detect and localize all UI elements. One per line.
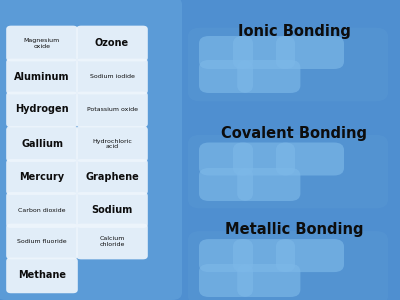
FancyBboxPatch shape [76,92,148,127]
FancyBboxPatch shape [237,60,300,93]
FancyBboxPatch shape [199,264,253,297]
Text: Ozone: Ozone [95,38,129,49]
FancyBboxPatch shape [233,239,295,272]
FancyBboxPatch shape [6,26,78,61]
FancyBboxPatch shape [199,168,253,201]
FancyBboxPatch shape [6,224,78,259]
FancyBboxPatch shape [233,36,295,69]
FancyBboxPatch shape [188,231,388,300]
Text: Magnesium
oxide: Magnesium oxide [24,38,60,49]
FancyBboxPatch shape [76,26,148,61]
Text: Potassium oxide: Potassium oxide [86,107,138,112]
FancyBboxPatch shape [0,0,182,300]
Text: Hydrogen: Hydrogen [15,104,69,115]
Text: Hydrochloric
acid: Hydrochloric acid [92,139,132,149]
Text: Sodium fluoride: Sodium fluoride [17,239,67,244]
FancyBboxPatch shape [237,168,300,201]
FancyBboxPatch shape [6,257,78,293]
Text: Sodium: Sodium [91,205,133,215]
Text: Metallic Bonding: Metallic Bonding [225,222,363,237]
FancyBboxPatch shape [276,239,344,272]
FancyBboxPatch shape [199,239,253,272]
Text: Covalent Bonding: Covalent Bonding [221,126,367,141]
FancyBboxPatch shape [76,159,148,195]
FancyBboxPatch shape [199,60,253,93]
Text: Sodium iodide: Sodium iodide [90,74,134,79]
Text: Ionic Bonding: Ionic Bonding [238,24,350,39]
FancyBboxPatch shape [6,126,78,162]
Text: Methane: Methane [18,270,66,280]
FancyBboxPatch shape [233,142,295,176]
FancyBboxPatch shape [276,142,344,176]
FancyBboxPatch shape [76,126,148,162]
FancyBboxPatch shape [6,159,78,195]
FancyBboxPatch shape [6,92,78,127]
FancyBboxPatch shape [76,192,148,228]
FancyBboxPatch shape [199,142,253,176]
FancyBboxPatch shape [6,59,78,94]
FancyBboxPatch shape [76,224,148,259]
FancyBboxPatch shape [237,264,300,297]
Text: Aluminum: Aluminum [14,71,70,82]
FancyBboxPatch shape [199,36,253,69]
Text: Calcium
chloride: Calcium chloride [99,236,125,247]
Text: Graphene: Graphene [85,172,139,182]
FancyBboxPatch shape [6,192,78,228]
FancyBboxPatch shape [76,59,148,94]
FancyBboxPatch shape [276,36,344,69]
Text: Gallium: Gallium [21,139,63,149]
FancyBboxPatch shape [188,28,388,101]
Text: Carbon dioxide: Carbon dioxide [18,208,66,212]
FancyBboxPatch shape [188,135,388,208]
Text: Mercury: Mercury [20,172,64,182]
